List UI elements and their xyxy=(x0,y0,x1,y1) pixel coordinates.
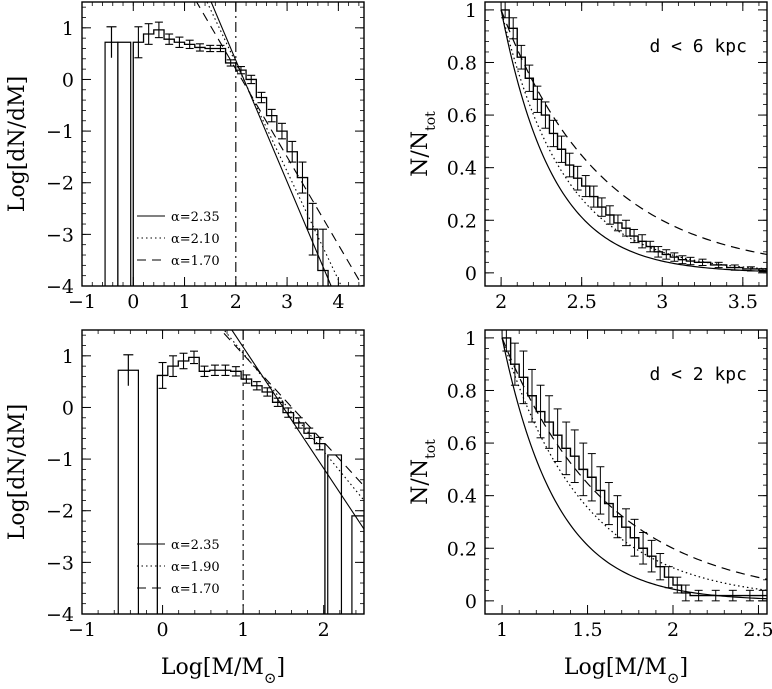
y-axis-title-main: Log[dN/dM] xyxy=(5,76,30,212)
y-axis-title-main: Log[dN/dM] xyxy=(5,404,30,540)
fit-line xyxy=(231,330,364,530)
y-tick-label: −4 xyxy=(46,276,74,298)
model-curve xyxy=(501,337,767,591)
y-tick-label: −3 xyxy=(46,552,74,574)
x-tick-label: 1 xyxy=(237,619,249,641)
y-tick-label: 0 xyxy=(465,591,477,613)
x-axis-title: Log[M/M⊙] xyxy=(564,655,688,687)
plot-area xyxy=(104,2,364,286)
x-tick-label: 2 xyxy=(495,291,507,313)
y-axis-title: Log[dN/dM] xyxy=(5,76,30,212)
x-tick-label: 1 xyxy=(178,291,190,313)
y-tick-label: 0.2 xyxy=(447,210,477,232)
y-axis-title-sub: tot xyxy=(423,111,439,131)
x-tick-label: 3 xyxy=(281,291,293,313)
fit-line xyxy=(210,2,332,286)
x-tick-label: 3 xyxy=(656,291,668,313)
x-axis-title-sub: ⊙ xyxy=(264,669,277,687)
x-tick-label: 2 xyxy=(318,619,330,641)
plot-frame xyxy=(484,1,768,287)
y-tick-label: −2 xyxy=(46,173,74,195)
legend-label: α=2.35 xyxy=(171,210,220,225)
y-tick-label: 0.8 xyxy=(447,380,477,402)
legend-label: α=1.70 xyxy=(171,582,220,597)
histogram-step xyxy=(132,29,329,286)
plot-frame xyxy=(81,1,365,287)
x-tick-label: 1 xyxy=(496,619,508,641)
legend-label: α=2.10 xyxy=(171,232,220,247)
plot-area xyxy=(117,330,364,614)
distance-annotation: d < 6 kpc xyxy=(649,36,747,57)
y-axis-title: N/Ntot xyxy=(408,111,439,177)
y-tick-label: 1 xyxy=(62,18,74,40)
y-axis-title-sub: tot xyxy=(423,439,439,459)
histogram-bar xyxy=(327,454,343,614)
histogram-step xyxy=(156,356,326,614)
plot-area xyxy=(500,2,767,273)
y-tick-label: 1 xyxy=(62,346,74,368)
distance-annotation: d < 2 kpc xyxy=(649,364,747,385)
y-tick-label: 1 xyxy=(465,328,477,350)
y-tick-label: 0.4 xyxy=(447,158,477,180)
y-tick-label: −2 xyxy=(46,501,74,523)
y-tick-label: 0 xyxy=(62,397,74,419)
panel-top-right: d < 6 kpc 2 2.5 3 3.5 0 0.2 0.4 0.6 0.8 1 N/Ntot xyxy=(408,0,768,313)
x-tick-label: 2.5 xyxy=(743,619,772,641)
y-tick-label: 0.2 xyxy=(447,538,477,560)
y-tick-label: 0.6 xyxy=(447,433,477,455)
x-tick-label: 3.5 xyxy=(728,291,758,313)
x-axis-title-main: Log[M/M xyxy=(564,655,667,680)
y-axis-title: N/Ntot xyxy=(408,439,439,505)
y-axis-title-main: N/N xyxy=(408,459,433,505)
y-tick-label: 0 xyxy=(62,69,74,91)
y-tick-label: 0.6 xyxy=(447,105,477,127)
x-tick-label: 2 xyxy=(667,619,679,641)
legend-label: α=1.90 xyxy=(171,560,220,575)
histogram-bar xyxy=(351,515,364,614)
x-axis-title-main: Log[M/M xyxy=(161,655,264,680)
y-axis-title-main: N/N xyxy=(408,131,433,177)
legend-label: α=1.70 xyxy=(171,254,220,269)
histogram-bar xyxy=(117,41,132,286)
y-tick-label: −3 xyxy=(46,224,74,246)
x-tick-label: 0 xyxy=(127,291,139,313)
x-tick-label: 2 xyxy=(230,291,242,313)
panel-bottom-right: d < 2 kpc 1 1.5 2 2.5 0 0.2 0.4 0.6 0.8 1 N/Ntot Log… xyxy=(408,328,772,687)
model-curve xyxy=(500,9,767,272)
y-tick-label: 1 xyxy=(465,0,477,22)
fit-line xyxy=(220,330,364,487)
x-axis-title-end: ] xyxy=(679,655,688,680)
x-tick-label: 1.5 xyxy=(572,619,602,641)
fit-line xyxy=(223,330,364,501)
histogram-bar xyxy=(117,369,139,614)
plot-frame xyxy=(484,329,768,615)
plot-frame xyxy=(81,329,365,615)
panel-bottom-left: α=2.35 α=1.90 α=1.70 −1 0 1 2 −4 −3 −2 −1 0 1 Log[dN/… xyxy=(5,329,365,687)
y-tick-label: 0.8 xyxy=(447,52,477,74)
y-tick-label: 0 xyxy=(465,263,477,285)
x-tick-label: 4 xyxy=(332,291,344,313)
fit-line xyxy=(195,2,364,286)
y-tick-label: −4 xyxy=(46,604,74,626)
plot-area xyxy=(501,330,767,602)
legend-label: α=2.35 xyxy=(171,538,220,553)
panel-top-left: α=2.35 α=2.10 α=1.70 −1 0 1 2 3 4 −4 −3 −2 −1 0 1 Log[d… xyxy=(5,1,365,313)
x-tick-label: 2.5 xyxy=(567,291,597,313)
x-axis-title-end: ] xyxy=(276,655,285,680)
x-tick-label: −1 xyxy=(68,619,96,641)
y-tick-label: −1 xyxy=(46,449,74,471)
x-axis-title: Log[M/M⊙] xyxy=(161,655,285,687)
x-axis-title-sub: ⊙ xyxy=(667,669,680,687)
fit-line xyxy=(206,2,342,286)
y-axis-title: Log[dN/dM] xyxy=(5,404,30,540)
histogram-bar xyxy=(104,41,119,286)
y-tick-label: −1 xyxy=(46,121,74,143)
x-tick-label: −1 xyxy=(68,291,96,313)
model-curve xyxy=(500,9,767,256)
x-tick-label: 0 xyxy=(157,619,169,641)
y-tick-label: 0.4 xyxy=(447,486,477,508)
